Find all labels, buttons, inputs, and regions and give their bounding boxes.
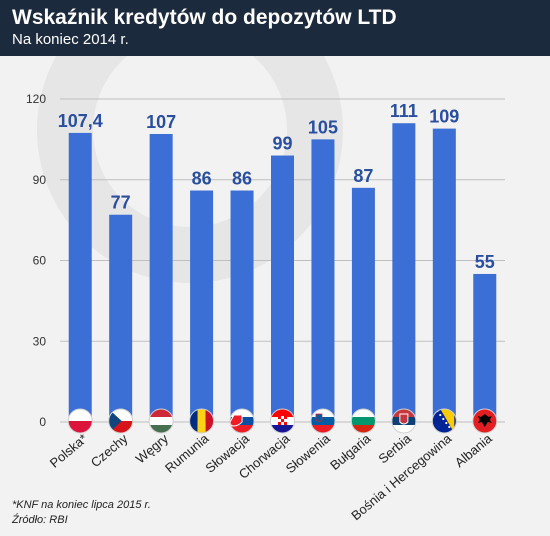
chart-subtitle: Na koniec 2014 r. [12, 31, 129, 48]
chart-title: Wskaźnik kredytów do depozytów LTD [12, 6, 397, 29]
bar [149, 133, 173, 422]
bar [432, 128, 456, 422]
bar [190, 190, 214, 422]
data-label: 107,4 [58, 111, 103, 131]
x-tick-label: Polska* [47, 431, 90, 471]
bar [271, 155, 294, 422]
bar [311, 139, 335, 422]
x-tick-label: Rumunia [162, 430, 212, 475]
flag-slovakia-icon [229, 408, 255, 434]
flag-serbia-icon [391, 408, 417, 434]
flag-slovenia-icon [310, 408, 336, 434]
data-label: 87 [353, 166, 373, 186]
data-label: 105 [308, 117, 338, 137]
x-tick-label: Słowenia [283, 430, 334, 476]
bar [351, 187, 375, 422]
x-tick-label: Bułgaria [327, 430, 374, 473]
data-label: 77 [111, 193, 131, 213]
flag-albania-icon [472, 408, 498, 434]
flag-romania-icon [189, 408, 215, 434]
bar [473, 273, 497, 422]
flag-poland-icon [67, 408, 93, 434]
y-tick-label: 60 [33, 254, 47, 268]
x-tick-label: Czechy [88, 430, 131, 470]
data-label: 86 [232, 169, 252, 189]
y-tick-label: 90 [33, 173, 47, 187]
flag-hungary-icon [148, 408, 174, 434]
flag-croatia-icon [270, 408, 295, 434]
x-tick-label: Albania [452, 430, 495, 470]
y-tick-label: 0 [39, 415, 46, 429]
bar [230, 190, 254, 422]
data-label: 107 [146, 112, 176, 132]
y-tick-label: 30 [33, 334, 47, 348]
flag-bosnia-icon [431, 408, 457, 434]
footnote: *KNF na koniec lipca 2015 r. [12, 499, 151, 511]
y-tick-label: 120 [26, 92, 46, 106]
data-label: 109 [429, 107, 459, 127]
data-label: 99 [272, 134, 292, 154]
flag-czechia-icon [108, 408, 134, 434]
bar [109, 214, 133, 422]
bar [68, 132, 92, 423]
bar [392, 123, 416, 422]
header-bar: Wskaźnik kredytów do depozytów LTD Na ko… [0, 0, 550, 56]
data-label: 86 [192, 169, 212, 189]
flag-bulgaria-icon [350, 408, 376, 434]
source-note: Źródło: RBI [12, 514, 68, 526]
data-label: 111 [390, 101, 418, 121]
data-label: 55 [475, 252, 495, 272]
